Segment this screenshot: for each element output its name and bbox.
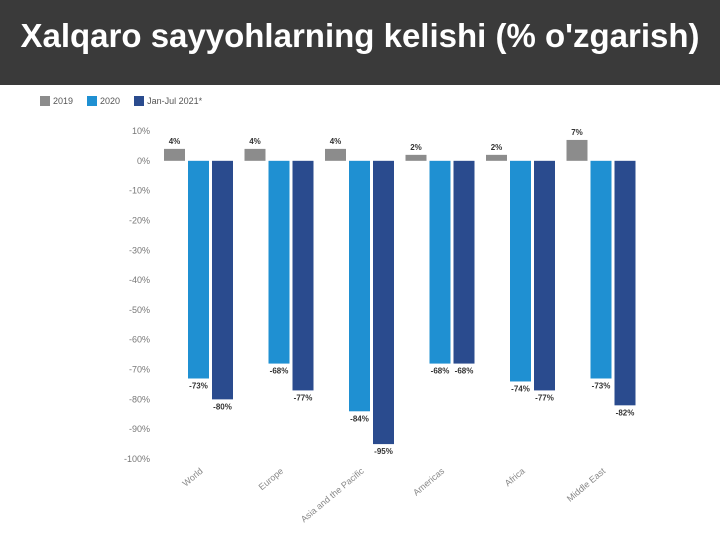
chart-legend: 2019 2020 Jan-Jul 2021* <box>40 96 202 106</box>
legend-label-2020: 2020 <box>100 96 121 106</box>
legend-label-2019: 2019 <box>53 96 74 106</box>
legend-swatch-2019 <box>40 96 50 106</box>
legend-swatch-2020 <box>87 96 98 106</box>
legend-label-2021: Jan-Jul 2021* <box>147 96 203 106</box>
legend-item-2019: 2019 <box>40 96 73 106</box>
legend-item-2021: Jan-Jul 2021* <box>134 96 202 106</box>
legend-item-2020: 2020 <box>87 96 120 106</box>
slide-title: Xalqaro sayyohlarning kelishi (% o'zgari… <box>20 17 700 54</box>
chart-panel <box>0 85 720 540</box>
legend-swatch-2021 <box>134 96 145 106</box>
